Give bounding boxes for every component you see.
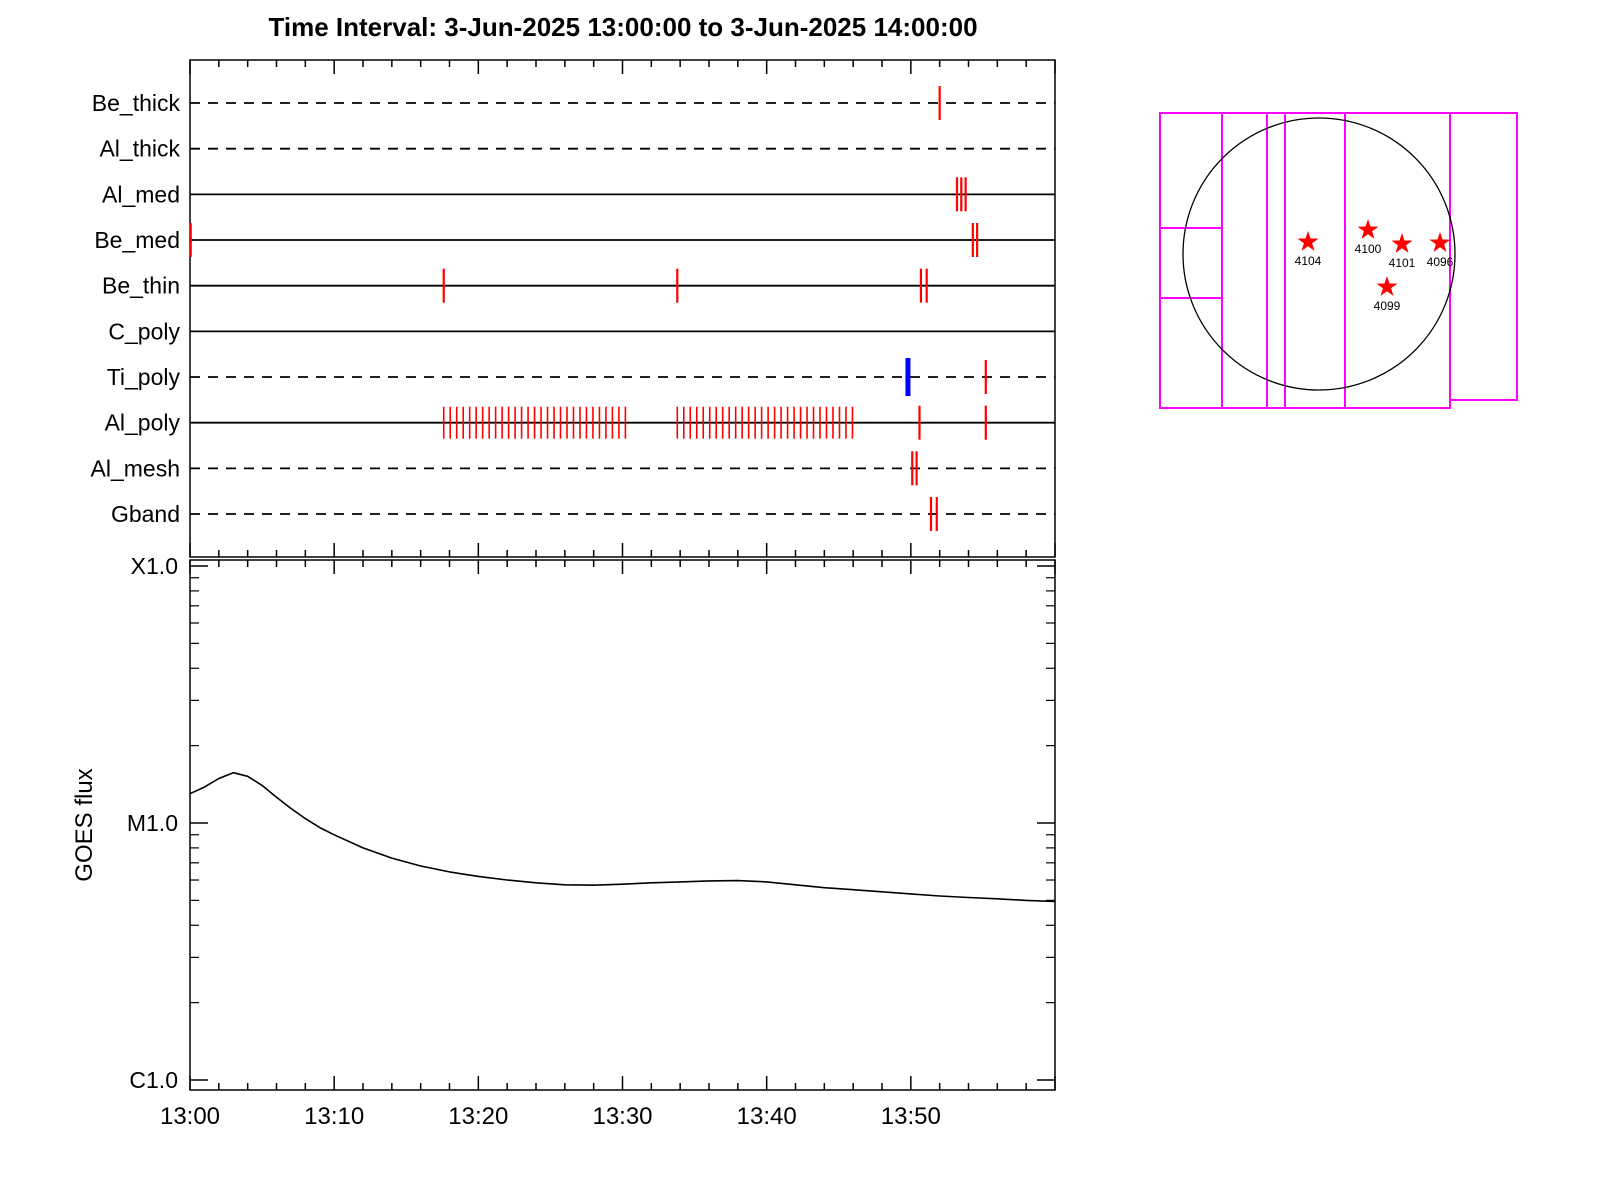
- solar-limb-circle: [1182, 117, 1456, 391]
- x-tick-label: 13:10: [304, 1103, 364, 1130]
- row-label-Al_med: Al_med: [102, 181, 180, 207]
- row-label-Al_thick: Al_thick: [99, 136, 180, 162]
- goes-panel-border: [189, 559, 1056, 1091]
- row-label-Al_poly: Al_poly: [105, 410, 181, 436]
- active-region-label: 4096: [1427, 255, 1454, 269]
- active-region-label: 4099: [1374, 299, 1401, 313]
- active-region-star: [1297, 231, 1319, 251]
- y-axis-label: GOES flux: [71, 768, 98, 881]
- active-region-label: 4100: [1355, 242, 1382, 256]
- row-label-C_poly: C_poly: [108, 318, 180, 344]
- y-tick-label: X1.0: [131, 553, 178, 579]
- active-region-label: 4101: [1389, 256, 1416, 270]
- x-tick-label: 13:00: [160, 1103, 220, 1130]
- goes-flux-curve: [189, 771, 1056, 903]
- row-label-Be_med: Be_med: [94, 227, 180, 253]
- x-tick-label: 13:30: [592, 1103, 652, 1130]
- x-tick-label: 13:40: [737, 1103, 797, 1130]
- active-region-label: 4104: [1295, 254, 1322, 268]
- x-tick-label: 13:20: [448, 1103, 508, 1130]
- timeline-panel-border: [189, 59, 1056, 558]
- active-region-star: [1429, 232, 1451, 252]
- y-tick-label: C1.0: [129, 1067, 178, 1093]
- y-tick-label: M1.0: [127, 810, 178, 836]
- row-label-Al_mesh: Al_mesh: [91, 455, 180, 481]
- x-tick-label: 13:50: [881, 1103, 941, 1130]
- row-label-Be_thick: Be_thick: [92, 90, 181, 116]
- active-region-star: [1376, 276, 1398, 296]
- fov-box: [1449, 112, 1518, 401]
- plot-title: Time Interval: 3-Jun-2025 13:00:00 to 3-…: [268, 12, 978, 42]
- row-label-Ti_poly: Ti_poly: [107, 364, 181, 390]
- active-region-star: [1391, 233, 1413, 253]
- row-label-Gband: Gband: [111, 501, 180, 527]
- active-region-star: [1357, 219, 1379, 239]
- row-label-Be_thin: Be_thin: [102, 273, 180, 299]
